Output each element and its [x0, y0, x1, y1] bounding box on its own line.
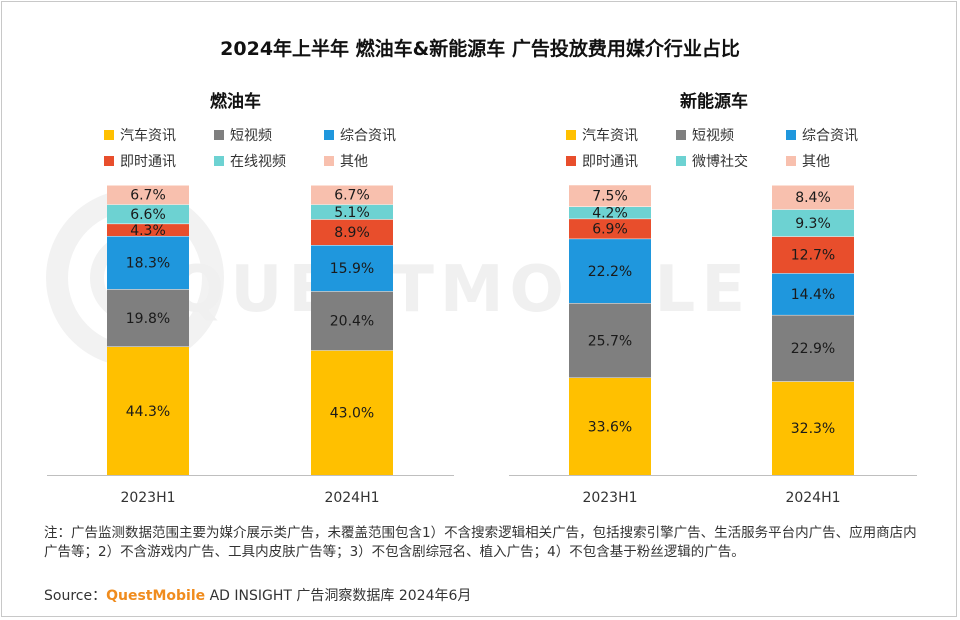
bar-segment: [569, 303, 651, 378]
legend-swatch: [566, 130, 576, 140]
data-label: 4.3%: [130, 223, 166, 239]
legend-label: 短视频: [230, 128, 272, 144]
legend-swatch: [566, 156, 576, 166]
data-label: 6.6%: [130, 207, 166, 223]
bar-segment: [107, 346, 189, 475]
data-label: 6.7%: [334, 188, 370, 204]
bar-segment: [107, 204, 189, 224]
legend-swatch: [214, 156, 224, 166]
data-label: 8.4%: [795, 190, 831, 206]
bar-segment: [311, 219, 393, 246]
source-suffix: AD INSIGHT 广告洞察数据库 2024年6月: [205, 588, 472, 604]
bar-segment: [311, 291, 393, 351]
bar-segment: [569, 377, 651, 475]
bar-segment: [772, 314, 854, 382]
legend-swatch: [104, 130, 114, 140]
legend-item: 汽车资讯: [104, 125, 176, 145]
bar-segment: [107, 236, 189, 290]
source-prefix: Source：: [44, 588, 107, 604]
legend-swatch: [104, 156, 114, 166]
bar-segment: [311, 185, 393, 205]
bar-segment: [772, 209, 854, 237]
legend-item: 其他: [324, 151, 368, 171]
legend-item: 短视频: [676, 125, 734, 145]
data-label: 15.9%: [330, 261, 374, 277]
legend-label: 即时通讯: [120, 154, 176, 170]
legend-swatch: [676, 156, 686, 166]
bar-segment: [107, 223, 189, 237]
bar-segment: [772, 273, 854, 315]
legend-label: 综合资讯: [340, 128, 396, 144]
legend-label: 汽车资讯: [582, 128, 638, 144]
legend-label: 即时通讯: [582, 154, 638, 170]
bar-segment: [569, 238, 651, 304]
data-label: 32.3%: [791, 421, 835, 437]
data-label: 22.9%: [791, 341, 835, 357]
data-label: 7.5%: [592, 189, 628, 205]
x-tick-label: 2023H1: [582, 490, 637, 506]
legend-label: 综合资讯: [802, 128, 858, 144]
data-label: 44.3%: [126, 404, 170, 420]
bar-segment: [772, 185, 854, 210]
data-label: 12.7%: [791, 248, 835, 264]
left-chart-title: 燃油车: [210, 92, 261, 112]
data-label: 20.4%: [330, 314, 374, 330]
data-label: 18.3%: [126, 256, 170, 272]
data-label: 43.0%: [330, 406, 374, 422]
legend-item: 其他: [786, 151, 830, 171]
right-chart-title: 新能源车: [680, 92, 748, 112]
x-tick-label: 2024H1: [324, 490, 379, 506]
x-tick-label: 2023H1: [120, 490, 175, 506]
data-label: 22.2%: [588, 264, 632, 280]
bar-segment: [772, 236, 854, 274]
legend-item: 综合资讯: [324, 125, 396, 145]
source-brand: QuestMobile: [106, 588, 206, 604]
bar-segment: [311, 245, 393, 292]
source-line: Source：QuestMobile AD INSIGHT 广告洞察数据库 20…: [44, 585, 471, 605]
legend-swatch: [214, 130, 224, 140]
legend-label: 其他: [802, 154, 830, 170]
legend-swatch: [786, 156, 796, 166]
chart-title: 2024年上半年 燃油车&新能源车 广告投放费用媒介行业占比: [220, 38, 740, 60]
data-label: 9.3%: [795, 216, 831, 232]
legend-swatch: [324, 130, 334, 140]
data-label: 14.4%: [791, 287, 835, 303]
legend-item: 短视频: [214, 125, 272, 145]
legend-label: 短视频: [692, 128, 734, 144]
footnote: 注：广告监测数据范围主要为媒介展示类广告，未覆盖范围包含1）不含搜索逻辑相关广告…: [44, 525, 917, 560]
bar-segment: [772, 381, 854, 475]
legend-item: 在线视频: [214, 151, 286, 171]
bar-segment: [569, 184, 651, 207]
bar-segment: [569, 206, 651, 219]
bar-segment: [569, 218, 651, 239]
data-label: 6.9%: [592, 222, 628, 238]
data-label: 25.7%: [588, 333, 632, 349]
legend-item: 微博社交: [676, 151, 748, 171]
x-tick-label: 2024H1: [785, 490, 840, 506]
bar-segment: [107, 289, 189, 347]
data-label: 4.2%: [592, 206, 628, 222]
legend-swatch: [676, 130, 686, 140]
legend-label: 汽车资讯: [120, 128, 176, 144]
bar-segment: [311, 204, 393, 220]
legend-item: 汽车资讯: [566, 125, 638, 145]
legend-swatch: [786, 130, 796, 140]
data-label: 5.1%: [334, 205, 370, 221]
legend-item: 综合资讯: [786, 125, 858, 145]
data-label: 6.7%: [130, 188, 166, 204]
legend-label: 微博社交: [692, 154, 748, 170]
bar-segment: [311, 350, 393, 475]
legend-item: 即时通讯: [104, 151, 176, 171]
legend-item: 即时通讯: [566, 151, 638, 171]
data-label: 33.6%: [588, 419, 632, 435]
bar-segment: [107, 185, 189, 205]
data-label: 8.9%: [334, 225, 370, 241]
data-label: 19.8%: [126, 311, 170, 327]
legend-label: 在线视频: [230, 154, 286, 170]
legend-swatch: [324, 156, 334, 166]
legend-label: 其他: [340, 154, 368, 170]
